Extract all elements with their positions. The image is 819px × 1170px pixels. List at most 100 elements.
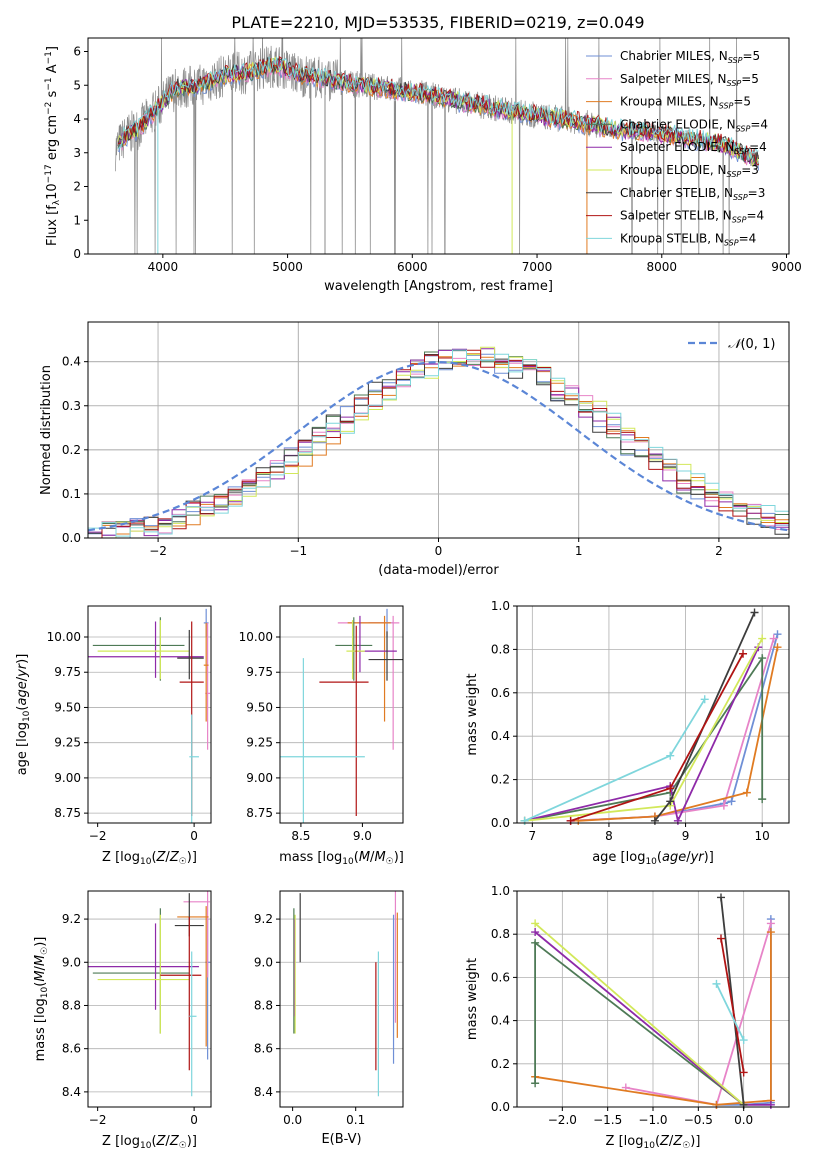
y-tick-label: 6 bbox=[73, 45, 81, 59]
y-tick-label: 10.00 bbox=[239, 630, 273, 644]
weight-marker-4-2 bbox=[766, 1100, 775, 1109]
x-axis-label: E(B-V) bbox=[321, 1132, 361, 1147]
y-tick-label: 0.6 bbox=[491, 686, 510, 700]
weight-marker-0-4 bbox=[773, 630, 782, 639]
weight-line-3 bbox=[524, 655, 764, 822]
weight-marker-3-0 bbox=[531, 1079, 540, 1088]
histogram-7 bbox=[88, 349, 789, 538]
weight-marker-0-3 bbox=[727, 797, 736, 806]
legend-label-2: Kroupa MILES, NSSP=5 bbox=[620, 95, 751, 111]
weight-marker-2-2 bbox=[742, 788, 751, 797]
weight-marker-3-3 bbox=[758, 795, 767, 804]
y-tick-label: 0.3 bbox=[62, 399, 81, 413]
x-tick-label: 0 bbox=[190, 829, 198, 843]
legend-label-3: Chabrier ELODIE, NSSP=4 bbox=[620, 117, 768, 133]
weight-line-2 bbox=[578, 647, 779, 822]
x-axis-label: Z [log10(Z/Z☉)] bbox=[102, 1134, 197, 1151]
x-tick-label: 0.1 bbox=[346, 1113, 365, 1127]
weight-marker-3-2 bbox=[758, 654, 767, 663]
weight_vs_age-axes: 7 8 9 10 0.0 0.2 0.4 0.6 0.8 1.0 age [log10(age/yr… bbox=[465, 599, 790, 867]
spectrum-lines bbox=[115, 38, 760, 254]
legend-label-5: Kroupa ELODIE, NSSP=3 bbox=[620, 163, 759, 179]
x-tick-label: −1.5 bbox=[593, 1113, 622, 1127]
weight-marker-5-2 bbox=[758, 634, 767, 643]
y-tick-label: 0.6 bbox=[491, 970, 510, 984]
y-tick-label: 0 bbox=[73, 247, 81, 261]
data-layer bbox=[88, 38, 789, 1109]
mass_vs_Z-errorbars bbox=[88, 891, 211, 1097]
x-tick-label: 0 bbox=[435, 544, 443, 558]
plot-frame bbox=[87, 37, 790, 255]
y-tick-label: 9.25 bbox=[246, 736, 273, 750]
weight-marker-7-1 bbox=[666, 784, 675, 793]
y-tick-label: 9.50 bbox=[54, 700, 81, 714]
weight-marker-7-0 bbox=[717, 934, 725, 943]
weight-marker-2-3 bbox=[766, 928, 775, 937]
x-tick-label: 7 bbox=[529, 829, 537, 843]
weight-line-4 bbox=[524, 646, 760, 824]
residuals-axes: −2 −1 0 1 2 0.0 0.1 0.2 0.3 0.4 (data-model)/error… bbox=[39, 321, 790, 578]
x-tick-label: 1 bbox=[575, 544, 583, 558]
plot-frame bbox=[279, 890, 404, 1108]
y-axis-label: mass [log10(M/M☉)] bbox=[33, 937, 50, 1062]
weight-line-8 bbox=[715, 983, 745, 1041]
y-tick-label: 9.25 bbox=[54, 736, 81, 750]
x-tick-label: −0.5 bbox=[684, 1113, 713, 1127]
y-tick-label: 2 bbox=[73, 180, 81, 194]
x-tick-label: −1.0 bbox=[638, 1113, 667, 1127]
x-tick-label: 8000 bbox=[646, 260, 677, 274]
y-tick-label: 0.0 bbox=[62, 531, 81, 545]
weight-marker-6-1 bbox=[666, 797, 675, 806]
x-tick-label: −1 bbox=[289, 544, 307, 558]
grid-layer bbox=[88, 322, 789, 1108]
weight-marker-1-2 bbox=[766, 919, 775, 928]
weight-marker-6-0 bbox=[717, 893, 725, 902]
y-tick-label: 4 bbox=[73, 112, 81, 126]
legend-label-6: Chabrier STELIB, NSSP=3 bbox=[620, 186, 765, 202]
weight-marker-8-1 bbox=[666, 751, 675, 760]
y-tick-label: 3 bbox=[73, 146, 81, 160]
x-axis-label: mass [log10(M/M☉)] bbox=[279, 850, 404, 867]
weight-marker-8-0 bbox=[520, 816, 529, 825]
y-tick-label: 1 bbox=[73, 213, 81, 227]
weight_vs_Z-axes: −2.0 −1.5 −1.0 −0.5 0.0 0.0 0.2 0.4 0.6 0.8 1.0 Z [… bbox=[465, 884, 790, 1151]
y-tick-label: 9.2 bbox=[62, 912, 81, 926]
plot-frame bbox=[279, 605, 404, 824]
normal-legend-label: 𝒩(0, 1) bbox=[728, 337, 775, 352]
y-tick-label: 0.4 bbox=[62, 355, 81, 369]
weight-marker-7-0 bbox=[566, 816, 575, 825]
mass_vs_ebv-axes: 0.0 0.1 8.4 8.6 8.8 9.0 9.2 E(B-V) bbox=[254, 890, 404, 1147]
x-tick-label: −2.0 bbox=[548, 1113, 577, 1127]
y-axis-label: mass weight bbox=[465, 958, 480, 1040]
weight-marker-8-2 bbox=[700, 695, 709, 704]
legend-label-4: Salpeter ELODIE, NSSP=4 bbox=[620, 140, 767, 156]
x-tick-label: 5000 bbox=[272, 260, 303, 274]
y-tick-label: 5 bbox=[73, 78, 81, 92]
plot-frame bbox=[516, 605, 790, 824]
x-tick-label: 8 bbox=[605, 829, 613, 843]
y-tick-label: 1.0 bbox=[491, 884, 510, 898]
x-axis-label: wavelength [Angstrom, rest frame] bbox=[324, 279, 553, 294]
y-tick-label: 9.0 bbox=[62, 955, 81, 969]
weight-line-3 bbox=[534, 940, 745, 1106]
weight-marker-8-1 bbox=[739, 1036, 748, 1045]
y-axis-label: age [log10(age/yr)] bbox=[15, 654, 32, 776]
weight-marker-7-2 bbox=[739, 649, 748, 658]
x-tick-label: 9 bbox=[682, 829, 690, 843]
y-tick-label: 0.8 bbox=[491, 927, 510, 941]
weight-marker-1-2 bbox=[719, 801, 728, 810]
y-tick-label: 0.0 bbox=[491, 816, 510, 830]
x-tick-label: 0.0 bbox=[734, 1113, 753, 1127]
y-tick-label: 0.0 bbox=[491, 1100, 510, 1114]
y-tick-label: 8.75 bbox=[54, 806, 81, 820]
weight-marker-1-3 bbox=[769, 634, 778, 643]
mass_vs_Z-axes: −2 0 8.4 8.6 8.8 9.0 9.2 Z [log10(Z/Z☉)] mass [l… bbox=[33, 890, 212, 1151]
age_vs_mass-axes: 8.5 9.0 8.75 9.00 9.25 9.50 9.75 10.00 mass [log… bbox=[239, 605, 404, 867]
x-tick-label: 2 bbox=[715, 544, 723, 558]
x-tick-label: 6000 bbox=[397, 260, 428, 274]
y-tick-label: 0.2 bbox=[62, 443, 81, 457]
histogram-group bbox=[88, 346, 789, 538]
weight-marker-5-0 bbox=[531, 919, 540, 928]
x-axis-label: Z [log10(Z/Z☉)] bbox=[102, 850, 197, 867]
y-axis-label: Normed distribution bbox=[39, 365, 54, 495]
